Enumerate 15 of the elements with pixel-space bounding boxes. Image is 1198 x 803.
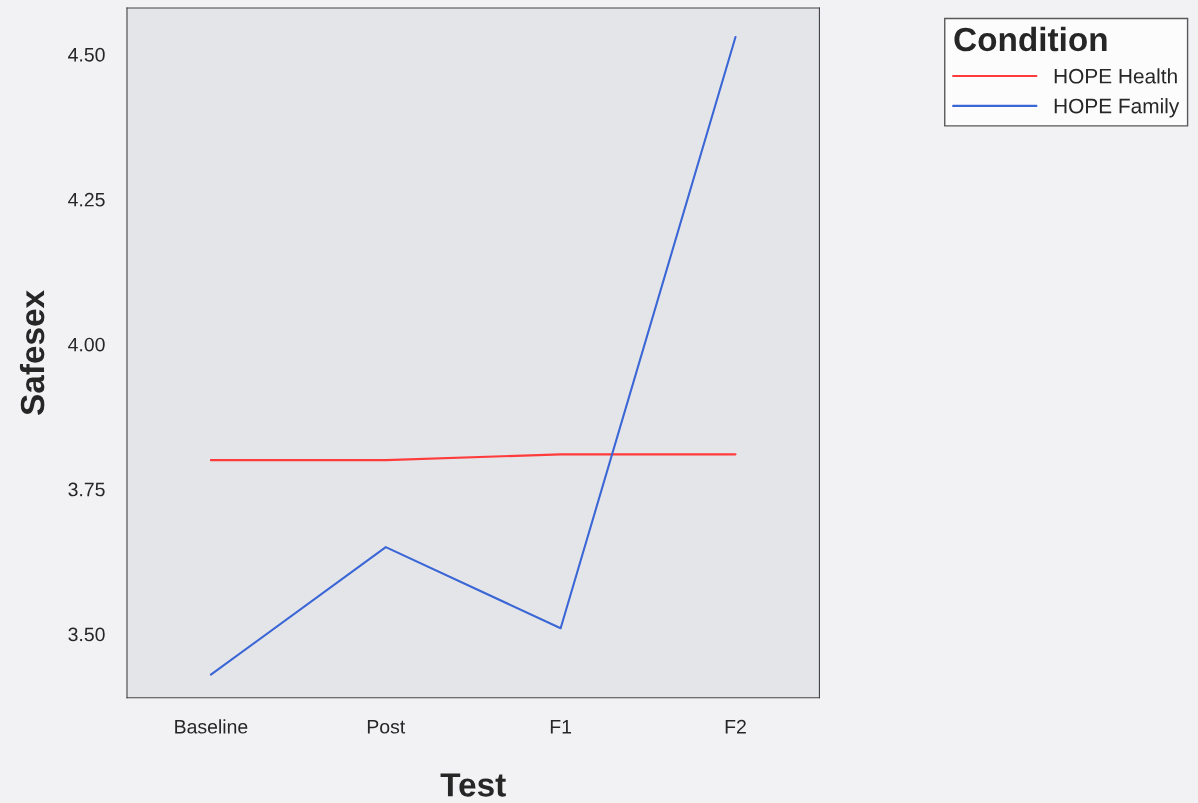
legend-label: HOPE Health [1054,68,1177,84]
x-axis-title: Test [440,773,506,797]
x-tick-label: F2 [725,719,746,734]
x-tick-label: Baseline [175,719,248,734]
x-tick-label: Post [367,720,406,734]
y-tick-label: 3.50 [68,627,105,642]
y-tick-label: 4.25 [68,192,105,207]
y-tick-label: 4.50 [68,47,105,62]
line-series [209,35,737,676]
x-tick-label: F1 [550,720,572,734]
y-tick-label: 3.75 [68,482,105,497]
legend-label: HOPE Family [1054,98,1180,118]
y-axis-title: Safesex [19,290,45,415]
legend-title: Condition [954,26,1107,52]
y-tick-label: 4.00 [68,337,105,352]
